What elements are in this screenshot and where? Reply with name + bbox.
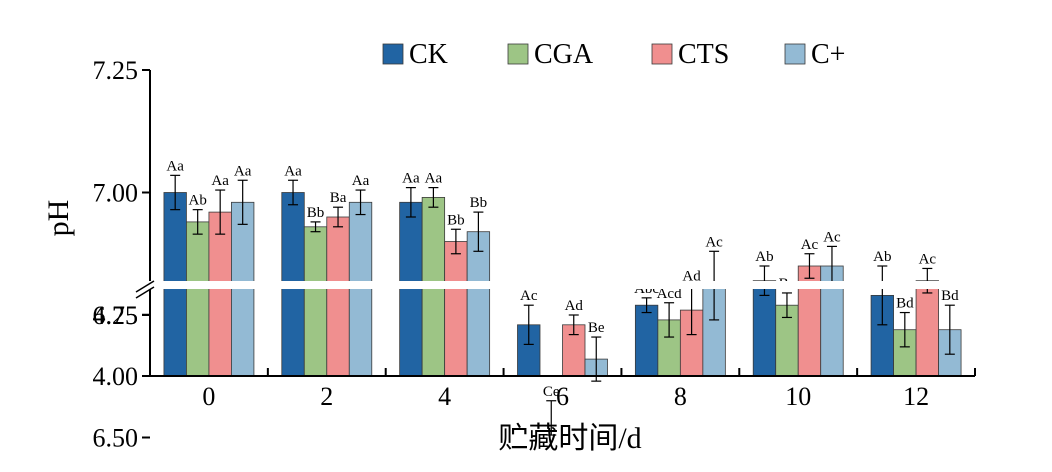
significance-label: Ce bbox=[543, 384, 560, 400]
significance-label: Bb bbox=[470, 195, 488, 211]
y-tick-label: 6.50 bbox=[93, 424, 139, 453]
x-tick-label: 2 bbox=[320, 382, 333, 411]
significance-label: Ab bbox=[189, 193, 207, 209]
significance-label: Ac bbox=[705, 234, 723, 250]
significance-label: Bb bbox=[307, 205, 325, 221]
significance-label: Ac bbox=[823, 229, 841, 245]
x-axis-title: 贮藏时间/d bbox=[498, 422, 641, 455]
break-mark bbox=[135, 280, 155, 293]
bar bbox=[231, 201, 255, 377]
bar bbox=[348, 201, 373, 377]
legend-label: C+ bbox=[811, 39, 845, 70]
significance-label: Aa bbox=[284, 163, 302, 179]
significance-label: Be bbox=[588, 320, 605, 336]
x-tick-label: 10 bbox=[785, 382, 811, 411]
legend-label: CTS bbox=[678, 39, 729, 70]
significance-label: Acd bbox=[657, 286, 682, 302]
y-tick-label: 4.00 bbox=[93, 362, 139, 391]
significance-label: Aa bbox=[234, 163, 252, 179]
bar bbox=[915, 280, 939, 377]
significance-label: Bd bbox=[896, 296, 914, 312]
significance-label: Aa bbox=[352, 173, 370, 189]
significance-label: Ad bbox=[565, 298, 584, 314]
significance-label: Ac bbox=[919, 251, 937, 267]
x-tick-label: 4 bbox=[438, 382, 451, 411]
legend-swatch bbox=[507, 43, 529, 65]
significance-label: Ab bbox=[873, 249, 891, 265]
significance-label: Aa bbox=[166, 158, 184, 174]
y-tick-label: 7.25 bbox=[93, 56, 139, 85]
legend-swatch bbox=[784, 43, 806, 65]
bar bbox=[444, 241, 468, 377]
bar bbox=[634, 304, 659, 377]
legend-swatch bbox=[651, 43, 673, 65]
legend-label: CK bbox=[409, 39, 448, 70]
bar bbox=[186, 221, 210, 377]
x-tick-label: 12 bbox=[903, 382, 929, 411]
significance-label: Ad bbox=[682, 269, 701, 285]
significance-label: Ab bbox=[755, 249, 773, 265]
bar bbox=[466, 231, 491, 377]
legend-label: CGA bbox=[534, 39, 594, 70]
y-axis-title: pH bbox=[42, 200, 75, 237]
axis-break bbox=[135, 280, 983, 299]
significance-label: Ac bbox=[520, 288, 538, 304]
bar bbox=[326, 216, 350, 377]
significance-label: Aa bbox=[211, 173, 229, 189]
x-tick-label: 8 bbox=[674, 382, 687, 411]
break-band bbox=[142, 281, 983, 289]
significance-label: Bb bbox=[447, 212, 465, 228]
significance-label: Bd bbox=[941, 288, 959, 304]
bar bbox=[208, 211, 232, 377]
y-tick-label: 4.25 bbox=[93, 301, 139, 330]
bar bbox=[303, 226, 328, 377]
significance-label: Ac bbox=[801, 237, 819, 253]
y-tick-label: 6.75 bbox=[93, 301, 139, 330]
axes-layer: 6.50 6.75 7.00 7.25 4.00 4.25 0 2 4 6 8 10 12 bbox=[93, 56, 976, 453]
x-tick-label: 6 bbox=[556, 382, 569, 411]
y-tick-label: 7.00 bbox=[93, 179, 139, 208]
significance-label: Aa bbox=[402, 171, 420, 187]
significance-label: Aa bbox=[425, 171, 443, 187]
x-tick-label: 0 bbox=[202, 382, 215, 411]
legend-swatch bbox=[382, 43, 404, 65]
bar bbox=[399, 201, 423, 377]
legend: CK CGA CTS C+ bbox=[382, 39, 845, 70]
break-mark bbox=[135, 286, 155, 299]
significance-label: Ba bbox=[330, 190, 347, 206]
